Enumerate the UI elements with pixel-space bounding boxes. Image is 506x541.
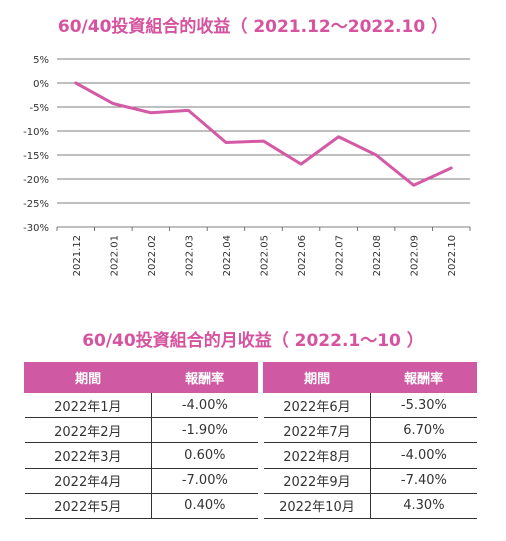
x-tick-label: 2022.07: [335, 235, 346, 276]
table-row: 2022年5月 0.40%: [24, 493, 258, 519]
table-row: 2022年6月 -5.30%: [263, 392, 477, 419]
y-tick-label: -25%: [23, 199, 49, 210]
period-cell: 2022年5月: [24, 493, 153, 519]
monthly-returns-table-left: 期間 報酬率 2022年1月 -4.00% 2022年2月 -1.90% 2022年3月…: [23, 362, 258, 519]
return-cell: -4.00%: [370, 442, 477, 469]
x-tick-label: 2022.02: [147, 235, 158, 276]
return-cell: -7.40%: [370, 468, 477, 494]
y-tick-label: -10%: [23, 127, 49, 138]
y-tick-label: 5%: [33, 55, 49, 66]
header-period: 期間: [23, 362, 153, 393]
return-cell: -4.00%: [151, 392, 258, 419]
table-row: 2022年9月 -7.40%: [263, 468, 477, 494]
table-row: 2022年3月 0.60%: [24, 442, 258, 469]
monthly-returns-table-right: 期間 報酬率 2022年6月 -5.30% 2022年7月 6.70% 2022年8月 -…: [262, 362, 477, 519]
table-row: 2022年10月 4.30%: [263, 493, 477, 519]
period-cell: 2022年2月: [24, 417, 153, 444]
return-cell: 0.60%: [151, 442, 258, 469]
x-tick-label: 2022.01: [109, 235, 120, 276]
y-tick-label: -5%: [30, 103, 49, 114]
y-tick-label: -20%: [23, 175, 49, 186]
chart-title: 60/40投資組合的收益（ 2021.12～2022.10 ）: [57, 17, 449, 37]
x-tick-label: 2022.04: [222, 235, 233, 276]
y-tick-label: -15%: [23, 151, 49, 162]
x-tick-label: 2022.10: [447, 235, 458, 276]
x-tick-label: 2021.12: [72, 235, 83, 276]
table-row: 2022年2月 -1.90%: [24, 417, 258, 444]
line-chart: 5% 0% -5% -10% -15% -20% -25% -30% 2021.12 2022.0…: [23, 55, 471, 276]
period-cell: 2022年10月: [263, 493, 372, 519]
x-tick-label: 2022.05: [260, 235, 271, 276]
period-cell: 2022年1月: [24, 392, 153, 419]
table-title: 60/40投資組合的月收益（ 2022.1～10 ）: [82, 331, 424, 351]
x-tick-label: 2022.03: [184, 235, 195, 276]
table-row: 2022年8月 -4.00%: [263, 442, 477, 469]
table-row: 2022年7月 6.70%: [263, 417, 477, 444]
period-cell: 2022年9月: [263, 468, 372, 494]
y-tick-label: -30%: [23, 223, 49, 234]
period-cell: 2022年7月: [263, 417, 372, 444]
return-cell: 0.40%: [151, 493, 258, 519]
header-return: 報酬率: [151, 362, 258, 393]
return-cell: 6.70%: [370, 417, 477, 444]
period-cell: 2022年6月: [263, 392, 372, 419]
table-row: 2022年4月 -7.00%: [24, 468, 258, 494]
series-line: [74, 81, 453, 187]
x-tick-label: 2022.08: [372, 235, 383, 276]
header-return: 報酬率: [370, 362, 477, 393]
period-cell: 2022年4月: [24, 468, 153, 494]
return-cell: -7.00%: [151, 468, 258, 494]
return-cell: 4.30%: [370, 493, 477, 519]
header-period: 期間: [262, 362, 372, 393]
return-cell: -5.30%: [370, 392, 477, 419]
x-tick-label: 2022.09: [410, 235, 421, 276]
period-cell: 2022年3月: [24, 442, 153, 469]
table-row: 2022年1月 -4.00%: [24, 392, 258, 419]
return-cell: -1.90%: [151, 417, 258, 444]
period-cell: 2022年8月: [263, 442, 372, 469]
y-tick-label: 0%: [33, 79, 49, 90]
x-tick-label: 2022.06: [297, 235, 308, 276]
